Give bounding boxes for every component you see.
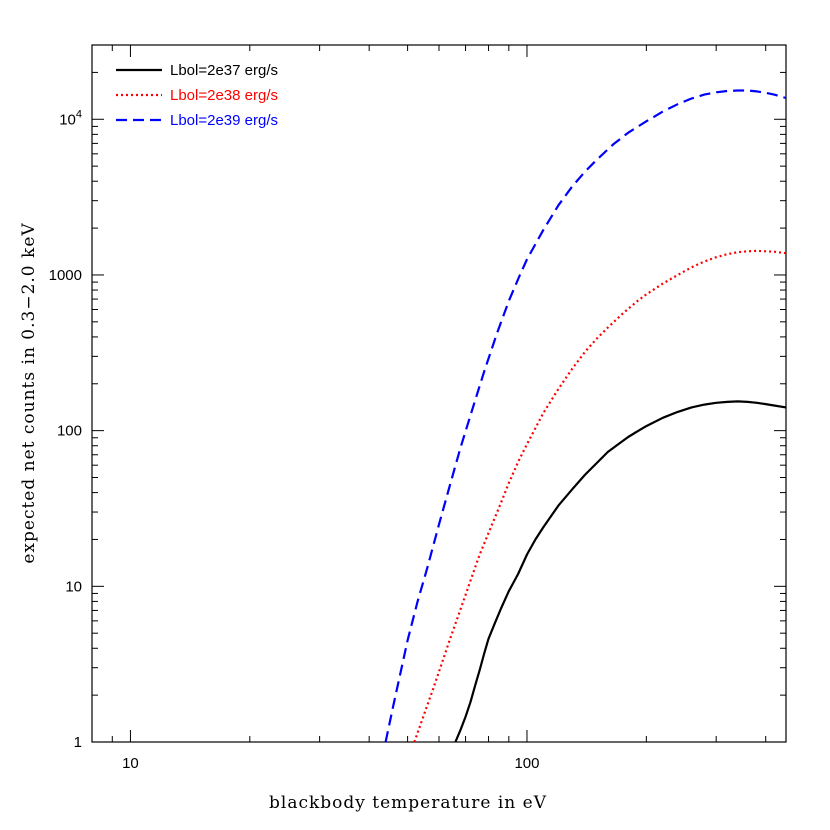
y-tick-label: 1 xyxy=(74,734,82,751)
x-tick-label: 10 xyxy=(122,755,139,772)
legend-label-3: Lbol=2e39 erg/s xyxy=(170,112,278,129)
plot-frame xyxy=(91,44,787,743)
plot-lines xyxy=(384,89,787,743)
series-line-2 xyxy=(413,249,787,743)
legend-label-1: Lbol=2e37 erg/s xyxy=(170,62,278,79)
axis-tick-labels: 10 100 1 10 100 1000 104 xyxy=(49,108,540,772)
y-tick-label: 100 xyxy=(57,423,82,440)
x-axis-title: blackbody temperature in eV xyxy=(269,793,547,813)
y-tick-label: 104 xyxy=(59,108,82,128)
legend-label-2: Lbol=2e38 erg/s xyxy=(170,87,278,104)
series-line-1 xyxy=(454,400,787,743)
axis-ticks xyxy=(91,44,786,743)
y-axis-title: expected net counts in 0.3−2.0 keV xyxy=(19,222,39,563)
y-tick-label: 1000 xyxy=(49,267,82,284)
legend: Lbol=2e37 erg/s Lbol=2e38 erg/s Lbol=2e39 … xyxy=(116,62,278,129)
y-tick-label: 10 xyxy=(65,578,82,595)
x-tick-label: 100 xyxy=(514,755,539,772)
series-line-3 xyxy=(384,89,787,743)
